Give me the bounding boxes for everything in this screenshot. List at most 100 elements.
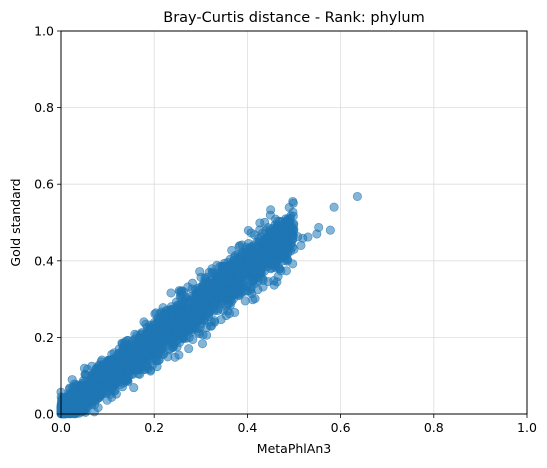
scatter-point: [96, 384, 106, 394]
scatter-point: [89, 407, 99, 417]
x-axis-ticks: 0.0 0.2 0.4 0.6 0.8 1.0: [51, 414, 537, 435]
scatter-point: [178, 331, 188, 341]
scatter-point: [196, 286, 206, 296]
scatter-point: [255, 225, 265, 235]
scatter-point: [234, 271, 244, 281]
scatter-point: [199, 294, 209, 304]
scatter-point: [205, 321, 215, 331]
scatter-point: [276, 230, 286, 240]
scatter-point: [153, 317, 163, 327]
scatter-point: [289, 224, 299, 234]
y-tick-label: 0.0: [34, 407, 54, 422]
scatter-point: [118, 361, 128, 371]
scatter-point: [195, 267, 205, 277]
y-tick-label: 0.8: [34, 100, 54, 115]
scatter-point: [124, 371, 134, 381]
scatter-point: [269, 280, 279, 290]
y-tick-label: 0.6: [34, 177, 54, 192]
scatter-point: [166, 288, 176, 298]
scatter-point: [176, 312, 186, 322]
scatter-point: [205, 276, 215, 286]
scatter-point: [68, 404, 78, 414]
plot-frame: [60, 30, 528, 415]
x-tick-label: 0.6: [331, 420, 351, 435]
scatter-point: [204, 267, 214, 277]
scatter-point: [289, 244, 299, 254]
scatter-point: [296, 240, 306, 250]
y-tick-label: 0.4: [34, 253, 54, 268]
y-axis-label: Gold standard: [8, 178, 23, 266]
scatter-point: [262, 235, 272, 245]
scatter-point: [312, 229, 322, 239]
scatter-point: [240, 296, 250, 306]
scatter-point: [263, 223, 273, 233]
scatter-point: [329, 202, 339, 212]
scatter-point: [198, 339, 208, 349]
scatter-point: [133, 346, 143, 356]
scatter-point: [262, 256, 272, 266]
scatter-point: [188, 320, 198, 330]
scatter-point: [83, 390, 93, 400]
scatter-point: [243, 286, 253, 296]
x-tick-label: 0.0: [51, 420, 71, 435]
scatter-point: [184, 344, 194, 354]
scatter-point: [235, 241, 245, 251]
scatter-point: [146, 366, 156, 376]
scatter-point: [352, 191, 362, 201]
scatter-point: [142, 337, 152, 347]
scatter-point: [248, 277, 258, 287]
x-tick-label: 1.0: [517, 420, 537, 435]
scatter-point: [167, 312, 177, 322]
scatter-point: [134, 336, 144, 346]
scatter-point: [173, 300, 183, 310]
scatter-point: [288, 235, 298, 245]
scatter-point: [325, 225, 335, 235]
x-tick-label: 0.8: [424, 420, 444, 435]
scatter-point: [152, 330, 162, 340]
scatter-point: [240, 248, 250, 258]
scatter-point: [163, 331, 173, 341]
scatter-point: [232, 289, 242, 299]
scatter-point: [183, 297, 193, 307]
scatter-point: [188, 335, 198, 345]
scatter-point: [129, 383, 139, 393]
scatter-points: [56, 191, 362, 419]
scatter-point: [94, 360, 104, 370]
scatter-point: [230, 307, 240, 317]
scatter-point: [154, 355, 164, 365]
scatter-point: [204, 307, 214, 317]
scatter-point: [283, 215, 293, 225]
scatter-point: [275, 216, 285, 226]
scatter-point: [123, 335, 133, 345]
scatter-point: [270, 248, 280, 258]
scatter-point: [224, 299, 234, 309]
y-tick-label: 0.2: [34, 330, 54, 345]
scatter-point: [159, 310, 169, 320]
scatter-point: [278, 252, 288, 262]
scatter-point: [177, 286, 187, 296]
scatter-point: [123, 352, 133, 362]
scatter-point: [82, 364, 92, 374]
x-axis-label: MetaPhlAn3: [257, 441, 331, 456]
scatter-point: [61, 396, 71, 406]
scatter-point: [194, 329, 204, 339]
scatter-point: [254, 261, 264, 271]
scatter-point: [71, 379, 81, 389]
scatter-point: [145, 323, 155, 333]
scatter-point: [107, 376, 117, 386]
scatter-point: [222, 277, 232, 287]
scatter-point: [266, 264, 276, 274]
scatter-point: [166, 304, 176, 314]
x-tick-label: 0.2: [144, 420, 164, 435]
scatter-point: [187, 278, 197, 288]
x-tick-label: 0.4: [237, 420, 257, 435]
scatter-point: [221, 311, 231, 321]
scatter-point: [143, 348, 153, 358]
scatter-point: [284, 202, 294, 212]
scatter-point: [83, 378, 93, 388]
scatter-point: [229, 256, 239, 266]
scatter-point: [170, 337, 180, 347]
scatter-point: [273, 240, 283, 250]
scatter-point: [153, 338, 163, 348]
